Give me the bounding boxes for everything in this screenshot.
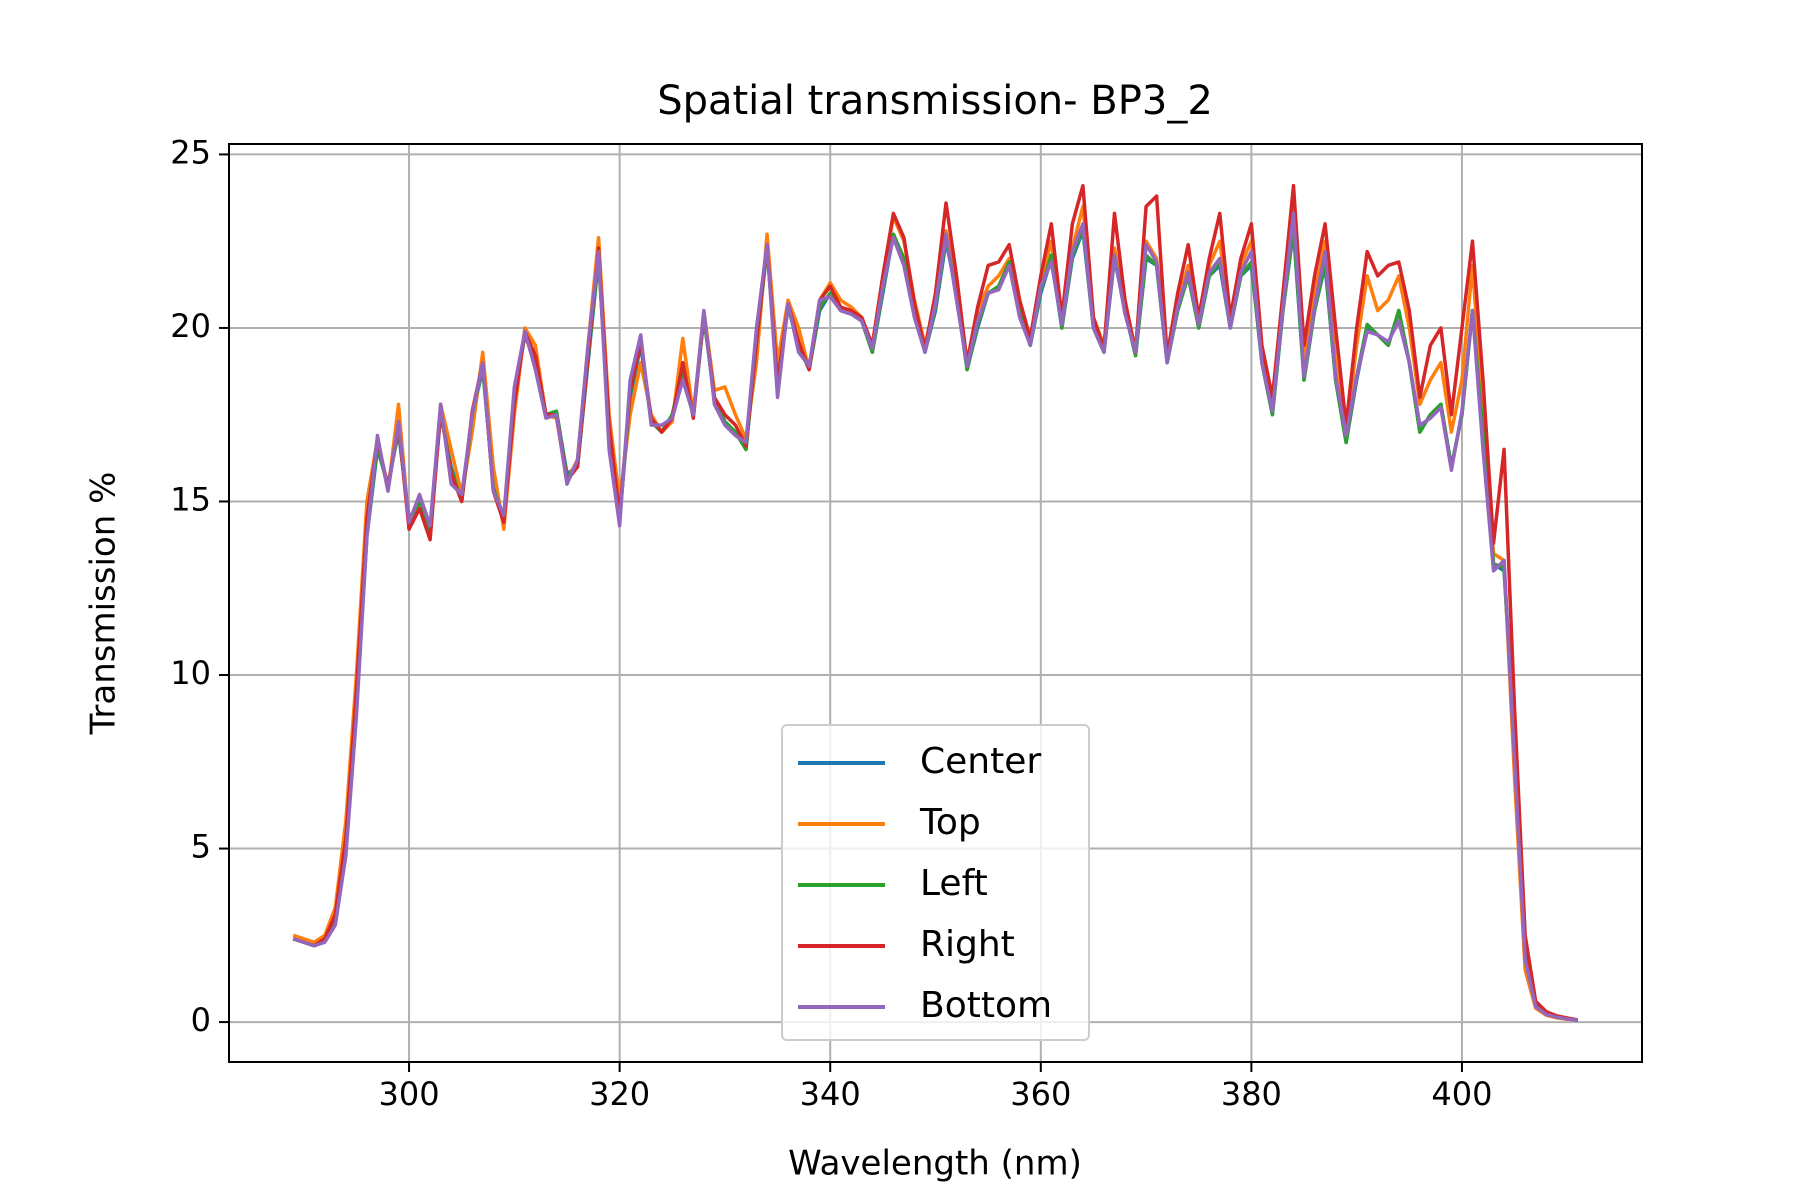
x-tick-label: 380 bbox=[1221, 1075, 1282, 1113]
y-tick-label: 0 bbox=[191, 1001, 211, 1039]
x-tick-label: 320 bbox=[589, 1075, 650, 1113]
x-tick-label: 400 bbox=[1431, 1075, 1492, 1113]
legend-box bbox=[781, 724, 1090, 1041]
legend-label: Left bbox=[920, 863, 988, 904]
y-tick-label: 20 bbox=[170, 307, 211, 345]
y-tick-label: 10 bbox=[170, 654, 211, 692]
x-tick-label: 300 bbox=[379, 1075, 440, 1113]
series-line bbox=[292, 211, 1578, 1023]
y-tick-label: 5 bbox=[191, 828, 211, 866]
plot-frame bbox=[228, 143, 1643, 1063]
x-tick-label: 340 bbox=[800, 1075, 861, 1113]
legend-label: Top bbox=[919, 802, 981, 843]
y-tick-label: 15 bbox=[170, 480, 211, 518]
y-axis-label: Transmission % bbox=[84, 472, 124, 736]
legend-label: Bottom bbox=[920, 985, 1052, 1026]
legend-label: Right bbox=[920, 924, 1015, 965]
x-tick-label: 360 bbox=[1010, 1075, 1071, 1113]
y-tick-label: 25 bbox=[170, 133, 211, 171]
chart-title: Spatial transmission- BP3_2 bbox=[657, 78, 1213, 124]
x-axis-label: Wavelength (nm) bbox=[788, 1144, 1082, 1184]
legend-label: Center bbox=[920, 741, 1041, 782]
